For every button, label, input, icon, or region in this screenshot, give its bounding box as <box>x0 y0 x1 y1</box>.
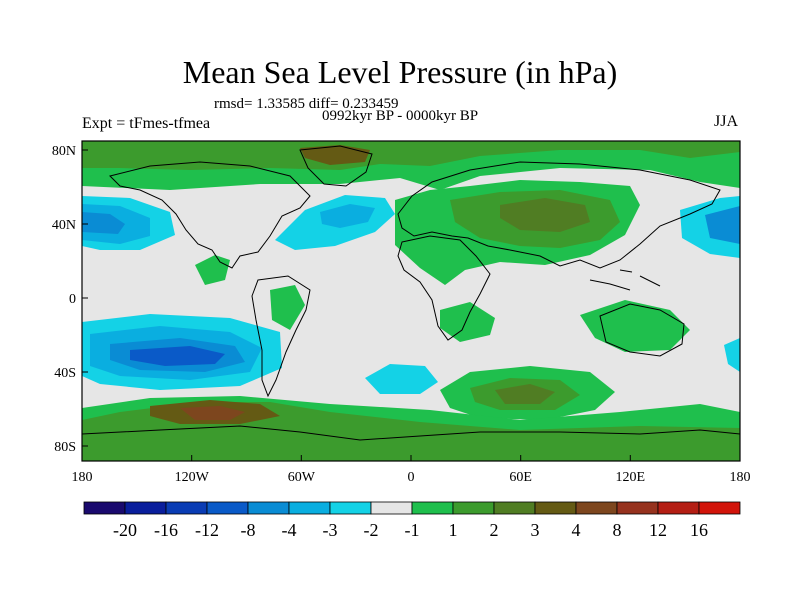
colorbar-label: -1 <box>405 520 420 540</box>
se-pacific-negative-region <box>724 338 740 372</box>
southern-indian-level4-region <box>495 384 555 404</box>
colorbar-swatch <box>288 501 331 515</box>
map-plot-area <box>82 141 740 461</box>
colorbar-label: 16 <box>690 520 708 540</box>
arctic-level2-region <box>82 141 740 170</box>
season-label: JJA <box>714 113 739 130</box>
colorbar-swatch <box>657 501 700 515</box>
colorbar-label: -12 <box>195 520 219 540</box>
colorbar-label: 12 <box>649 520 667 540</box>
south-africa-positive-region <box>440 302 495 342</box>
colorbar-swatch <box>698 501 741 515</box>
arctic-level4-region <box>300 145 370 165</box>
x-tick-label: 120E <box>616 470 646 485</box>
colorbar-swatch <box>534 501 577 515</box>
colorbar-label: -8 <box>241 520 256 540</box>
y-tick-label: 40N <box>52 218 76 233</box>
colorbar-label: -16 <box>154 520 178 540</box>
colorbar-swatch <box>247 501 290 515</box>
colorbar-swatch <box>206 501 249 515</box>
chart-title: Mean Sea Level Pressure (in hPa) <box>182 54 618 90</box>
y-tick-label: 40S <box>54 366 76 381</box>
colorbar-swatch <box>493 501 536 515</box>
colorbar-label: -3 <box>323 520 338 540</box>
colorbar-swatch <box>124 501 167 515</box>
colorbar-label: 3 <box>531 520 540 540</box>
europe-asia-coast <box>397 161 721 269</box>
colorbar-swatch <box>165 501 208 515</box>
colorbar-label: -4 <box>282 520 297 540</box>
greenland-coast <box>299 145 373 187</box>
stats-line: rmsd= 1.33585 diff= 0.233459 <box>214 96 399 112</box>
indonesia-coast <box>589 269 661 291</box>
colorbar-swatch <box>370 501 413 515</box>
colorbar-label: 1 <box>449 520 458 540</box>
y-axis-ticks <box>82 149 88 447</box>
x-tick-labels: 180 120W 60W 0 60E 120E 180 <box>72 470 751 485</box>
y-tick-labels: 80N 40N 0 40S 80S <box>52 144 76 455</box>
north-pacific-west-level8-region <box>82 212 125 234</box>
colorbar-swatch <box>575 501 618 515</box>
colorbar-label: 4 <box>572 520 581 540</box>
southern-ocean-level8-region <box>180 406 245 420</box>
north-america-coast <box>109 161 311 269</box>
colorbar-label: 8 <box>613 520 622 540</box>
x-tick-label: 180 <box>72 470 93 485</box>
y-tick-label: 80N <box>52 144 76 159</box>
colorbar-swatch <box>452 501 495 515</box>
x-tick-label: 60E <box>509 470 532 485</box>
colorbar-swatch <box>83 501 126 515</box>
y-tick-label: 80S <box>54 440 76 455</box>
colorbar-labels: -20 -16 -12 -8 -4 -3 -2 -1 1 2 3 4 8 12 16 <box>113 520 708 540</box>
experiment-label: Expt = tFmes-tfmea <box>82 115 211 132</box>
north-pacific-east-level4-region <box>705 206 740 244</box>
colorbar-label: 2 <box>490 520 499 540</box>
south-pacific-level8-region <box>130 346 225 366</box>
colorbar <box>83 501 741 515</box>
antarctica-coast <box>82 425 740 441</box>
north-atlantic-level3-region <box>320 204 375 228</box>
colorbar-label: -20 <box>113 520 137 540</box>
south-america-positive-region <box>270 285 305 330</box>
x-tick-label: 120W <box>175 470 210 485</box>
y-tick-label: 0 <box>69 292 76 307</box>
x-tick-label: 60W <box>288 470 316 485</box>
x-axis-ticks <box>81 455 741 461</box>
colorbar-swatch <box>329 501 372 515</box>
south-america-coast <box>251 275 311 398</box>
colorbar-swatch <box>616 501 659 515</box>
x-tick-label: 0 <box>408 470 415 485</box>
period-label: 0992kyr BP - 0000kyr BP <box>322 108 479 124</box>
south-atlantic-negative-region <box>365 364 438 394</box>
x-tick-label: 180 <box>730 470 751 485</box>
colorbar-label: -2 <box>364 520 379 540</box>
australia-coast <box>599 303 685 357</box>
colorbar-swatch <box>411 501 454 515</box>
coastlines <box>82 145 740 441</box>
africa-coast <box>397 235 491 341</box>
asia-level4-region <box>500 198 590 232</box>
